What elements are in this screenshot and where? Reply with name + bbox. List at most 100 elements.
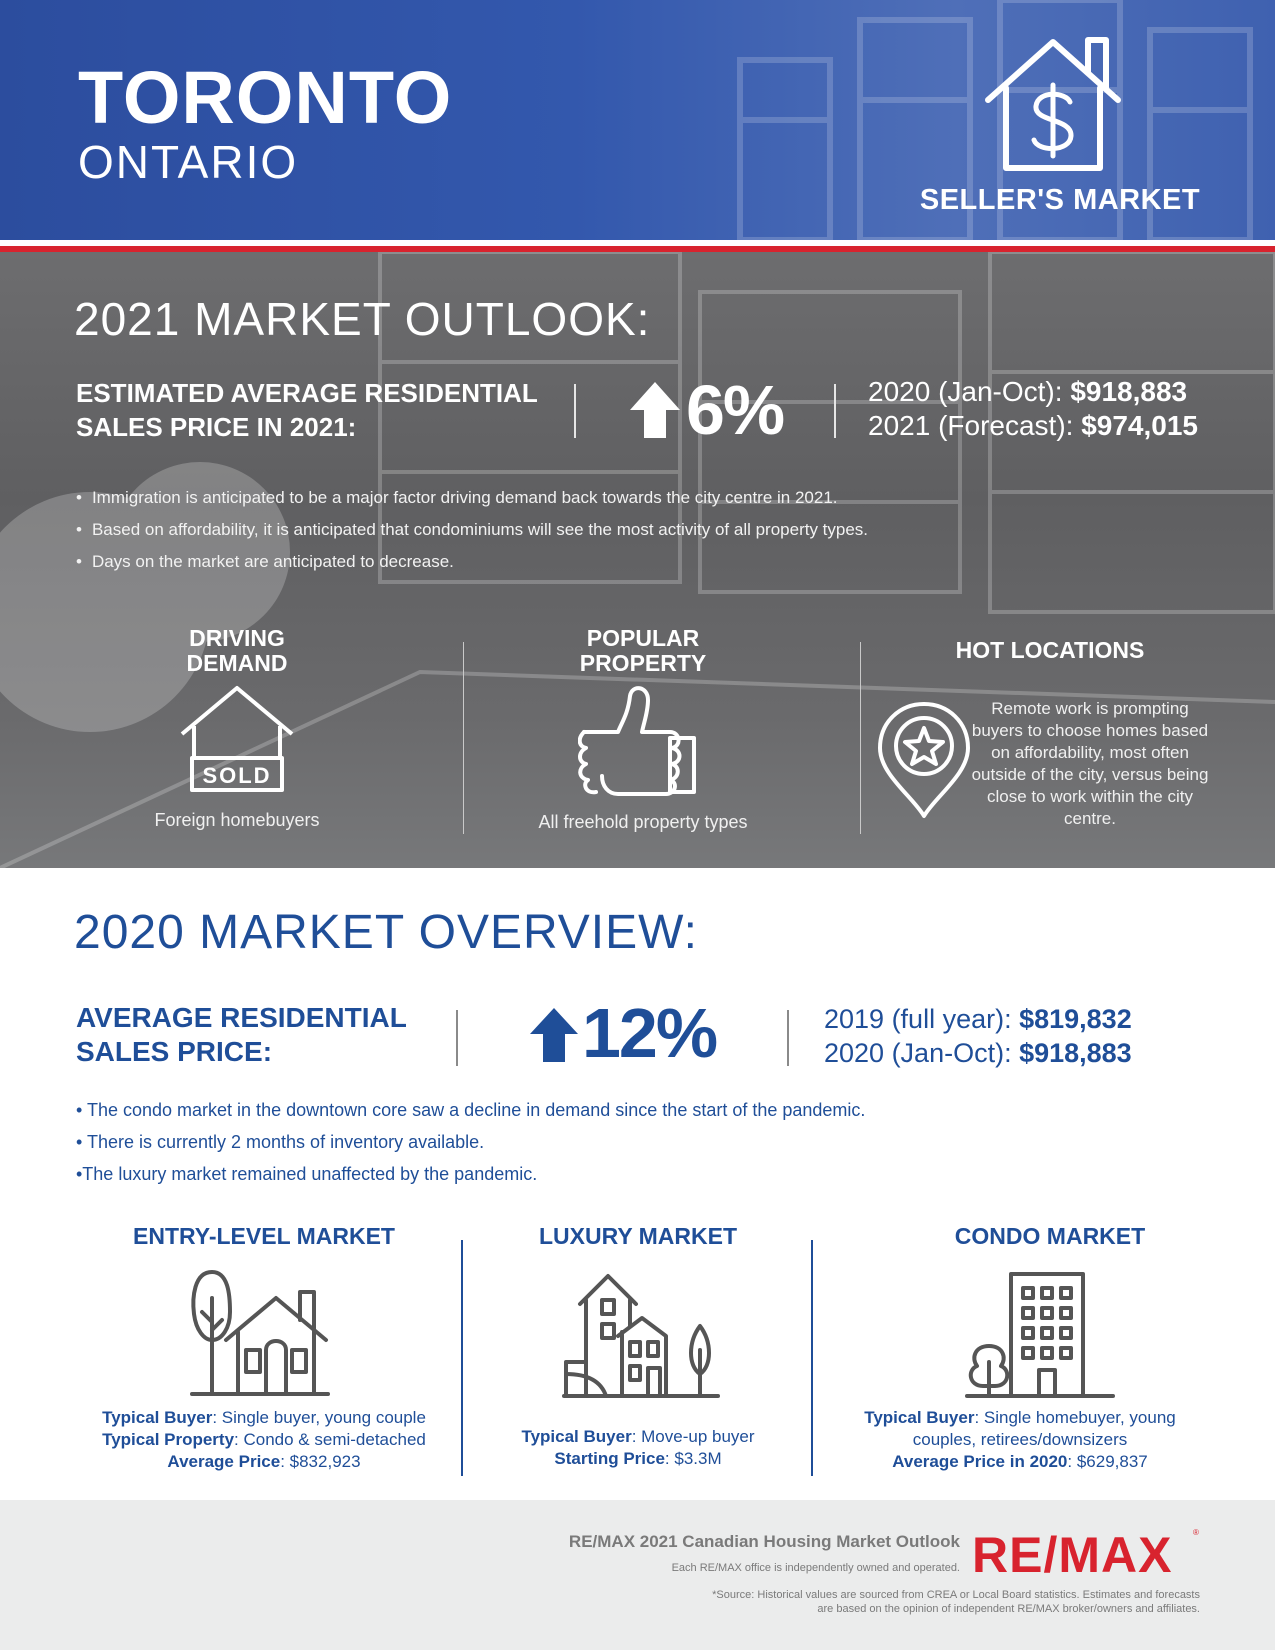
outlook-row-2021: 2021 (Forecast): $974,015 xyxy=(868,410,1198,442)
independent-office-note: Each RE/MAX office is independently owne… xyxy=(671,1562,960,1574)
province-subtitle: ONTARIO xyxy=(78,136,299,188)
outlook-row-2021-label: 2021 (Forecast): xyxy=(868,410,1082,441)
overview-divider-left xyxy=(456,1010,458,1066)
condo-market-details: Typical Buyer: Single homebuyer, young c… xyxy=(830,1407,1210,1473)
thumbs-up-icon xyxy=(578,686,696,796)
entry-typical-buyer-value: : Single buyer, young couple xyxy=(212,1408,426,1427)
popular-property-heading-line1: POPULAR xyxy=(586,625,700,651)
outlook-bullet: Days on the market are anticipated to de… xyxy=(76,552,868,572)
overview-bullet-list: • The condo market in the downtown core … xyxy=(76,1100,865,1196)
entry-typical-property-value: : Condo & semi-detached xyxy=(234,1430,426,1449)
driving-demand-heading-line1: DRIVING xyxy=(189,625,285,651)
condo-typical-buyer-value: : Single homebuyer, young xyxy=(974,1408,1176,1427)
entry-typical-buyer: Typical Buyer: Single buyer, young coupl… xyxy=(64,1407,464,1429)
entry-average-price: Average Price: $832,923 xyxy=(64,1451,464,1473)
outlook-divider-left xyxy=(574,384,576,438)
entry-average-price-label: Average Price xyxy=(167,1452,281,1471)
outlook-column-divider xyxy=(860,642,861,834)
outlook-price-label: ESTIMATED AVERAGE RESIDENTIAL SALES PRIC… xyxy=(76,376,576,444)
luxury-starting-price-value: : $3.3M xyxy=(664,1449,722,1468)
header-banner: TORONTO ONTARIO SELLER'S MARKET xyxy=(0,0,1275,240)
condo-typical-buyer-continued: couples, retirees/downsizers xyxy=(912,1430,1128,1449)
hot-locations-caption: Remote work is prompting buyers to choos… xyxy=(971,699,1209,828)
market-column-divider xyxy=(461,1240,463,1476)
entry-typical-buyer-label: Typical Buyer xyxy=(102,1408,213,1427)
driving-demand-heading-line2: DEMAND xyxy=(186,650,288,676)
outlook-change-percent: 6% xyxy=(686,371,785,449)
report-title: RE/MAX 2021 Canadian Housing Market Outl… xyxy=(568,1532,960,1551)
source-note-line2: are based on the opinion of independent … xyxy=(817,1603,1200,1615)
market-type-label: SELLER'S MARKET xyxy=(919,184,1201,216)
outlook-row-2020-value: $918,883 xyxy=(1070,376,1188,407)
house-tree-icon xyxy=(190,1270,330,1396)
overview-bullet: • There is currently 2 months of invento… xyxy=(76,1132,485,1152)
outlook-price-label-line2: SALES PRICE IN 2021: xyxy=(76,412,357,442)
outlook-section: 2021 MARKET OUTLOOK: ESTIMATED AVERAGE R… xyxy=(0,252,1275,868)
outlook-divider-right xyxy=(834,384,836,438)
house-dollar-icon xyxy=(985,37,1121,171)
source-note: *Source: Historical values are sourced f… xyxy=(540,1588,1200,1616)
luxury-market-heading: LUXURY MARKET xyxy=(538,1223,738,1249)
registered-mark: ® xyxy=(1193,1528,1199,1537)
overview-change-percent: 12% xyxy=(582,994,718,1072)
overview-row-2019-label: 2019 (full year): xyxy=(824,1004,1020,1034)
overview-divider-right xyxy=(787,1010,789,1066)
luxury-starting-price-label: Starting Price xyxy=(554,1449,665,1468)
up-arrow-icon xyxy=(530,1008,578,1062)
driving-demand-heading: DRIVING DEMAND xyxy=(137,626,337,676)
outlook-bullet-list: Immigration is anticipated to be a major… xyxy=(76,488,868,584)
location-star-icon xyxy=(878,702,970,818)
outlook-bullet: Based on affordability, it is anticipate… xyxy=(76,520,868,540)
up-arrow-icon xyxy=(630,382,680,438)
luxury-starting-price: Starting Price: $3.3M xyxy=(478,1448,798,1470)
luxury-typical-buyer-label: Typical Buyer xyxy=(521,1427,632,1446)
divider-stripe-white xyxy=(0,240,1275,246)
condo-market-heading: CONDO MARKET xyxy=(954,1223,1146,1249)
condo-typical-buyer-label: Typical Buyer xyxy=(864,1408,975,1427)
luxury-house-icon xyxy=(562,1274,720,1398)
outlook-title: 2021 MARKET OUTLOOK: xyxy=(74,293,651,345)
overview-row-2019: 2019 (full year): $819,832 xyxy=(824,1004,1132,1035)
overview-row-2020-label: 2020 (Jan-Oct): xyxy=(824,1038,1020,1068)
entry-level-market-details: Typical Buyer: Single buyer, young coupl… xyxy=(64,1407,464,1473)
luxury-typical-buyer-value: : Move-up buyer xyxy=(631,1427,755,1446)
sold-sign-text: SOLD xyxy=(202,763,271,788)
divider-stripe-red xyxy=(0,246,1275,252)
popular-property-caption: All freehold property types xyxy=(538,812,748,832)
overview-price-label-line1: AVERAGE RESIDENTIAL xyxy=(76,1002,407,1033)
overview-title: 2020 MARKET OVERVIEW: xyxy=(74,906,698,959)
condo-typical-buyer: Typical Buyer: Single homebuyer, young xyxy=(830,1407,1210,1429)
sold-house-icon: SOLD xyxy=(180,686,294,792)
condo-average-price-label: Average Price in 2020 xyxy=(892,1452,1068,1471)
entry-typical-property-label: Typical Property xyxy=(102,1430,235,1449)
overview-row-2020: 2020 (Jan-Oct): $918,883 xyxy=(824,1038,1132,1069)
outlook-price-label-line1: ESTIMATED AVERAGE RESIDENTIAL xyxy=(76,378,538,408)
popular-property-heading-line2: PROPERTY xyxy=(579,650,707,676)
outlook-bullet: Immigration is anticipated to be a major… xyxy=(76,488,868,508)
overview-bullet: •The luxury market remained unaffected b… xyxy=(76,1164,538,1184)
entry-level-market-heading: ENTRY-LEVEL MARKET xyxy=(133,1223,395,1249)
outlook-row-2021-value: $974,015 xyxy=(1081,410,1198,441)
outlook-row-2020: 2020 (Jan-Oct): $918,883 xyxy=(868,376,1187,408)
overview-price-label-line2: SALES PRICE: xyxy=(76,1036,273,1067)
condo-building-icon xyxy=(965,1272,1115,1398)
luxury-typical-buyer: Typical Buyer: Move-up buyer xyxy=(478,1426,798,1448)
hot-locations-heading: HOT LOCATIONS xyxy=(955,637,1145,663)
driving-demand-caption: Foreign homebuyers xyxy=(154,810,320,830)
entry-typical-property: Typical Property: Condo & semi-detached xyxy=(64,1429,464,1451)
remax-logo: RE/MAX xyxy=(972,1527,1173,1583)
condo-average-price-value: : $629,837 xyxy=(1067,1452,1148,1471)
luxury-market-details: Typical Buyer: Move-up buyer Starting Pr… xyxy=(478,1426,798,1470)
entry-average-price-value: : $832,923 xyxy=(280,1452,361,1471)
overview-price-label: AVERAGE RESIDENTIAL SALES PRICE: xyxy=(76,1001,456,1069)
outlook-column-divider xyxy=(463,642,464,834)
popular-property-heading: POPULAR PROPERTY xyxy=(543,626,743,676)
overview-row-2019-value: $819,832 xyxy=(1019,1004,1132,1034)
condo-average-price: Average Price in 2020: $629,837 xyxy=(830,1451,1210,1473)
overview-bullet: • The condo market in the downtown core … xyxy=(76,1100,866,1120)
building-photo-background xyxy=(737,0,1253,240)
market-column-divider xyxy=(811,1240,813,1476)
outlook-row-2020-label: 2020 (Jan-Oct): xyxy=(868,376,1071,407)
source-note-line1: *Source: Historical values are sourced f… xyxy=(712,1589,1200,1601)
city-title: TORONTO xyxy=(78,56,453,139)
